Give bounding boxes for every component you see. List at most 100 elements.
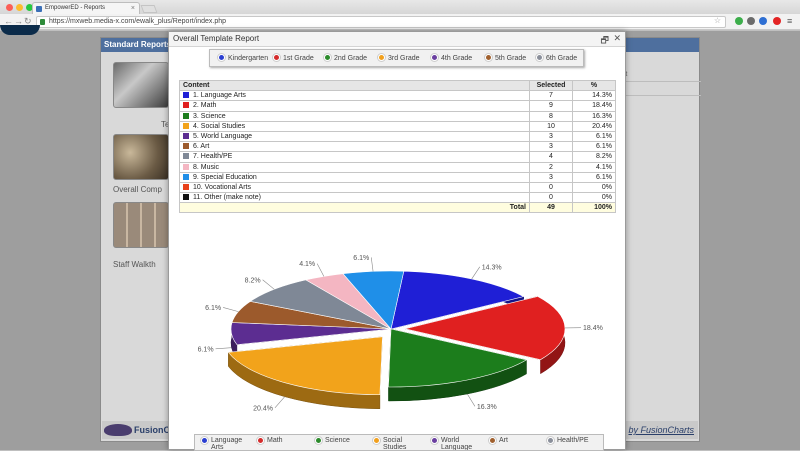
content-label: 11. Other (make note) xyxy=(193,194,261,201)
url-bar[interactable]: https://mxweb.media-x.com/ewalk_plus/Rep… xyxy=(36,16,726,28)
window-restore-icon[interactable]: 🗗 xyxy=(601,33,609,49)
legend-item-grade[interactable]: 6th Grade xyxy=(536,54,577,62)
close-icon[interactable]: ✕ xyxy=(613,33,621,44)
legend-pie-icon xyxy=(547,437,554,444)
color-swatch xyxy=(183,164,189,170)
pct-cell: 20.4% xyxy=(573,121,616,131)
menu-icon[interactable]: ≡ xyxy=(787,16,792,26)
pie-data-label: 6.1% xyxy=(353,255,369,262)
legend-label: 3rd Grade xyxy=(388,55,420,62)
legend-item-content[interactable]: Science xyxy=(315,437,361,445)
pct-cell: 16.3% xyxy=(573,111,616,121)
opera-icon[interactable] xyxy=(773,17,781,25)
pie-data-label: 18.4% xyxy=(583,325,603,332)
selected-cell: 0 xyxy=(530,193,573,203)
new-tab-button[interactable] xyxy=(141,5,158,13)
favicon-icon xyxy=(36,6,42,12)
legend-item-grade[interactable]: 5th Grade xyxy=(485,54,526,62)
pie-data-label: 8.2% xyxy=(245,277,261,284)
content-cell: 2. Math xyxy=(180,101,530,111)
fusioncharts-logo-icon xyxy=(104,424,132,436)
legend-label: Kindergarten xyxy=(228,55,268,62)
minimize-window-icon[interactable] xyxy=(16,4,23,11)
extension-icon[interactable] xyxy=(747,17,755,25)
legend-label: 5th Grade xyxy=(495,55,526,62)
content-label: 8. Music xyxy=(193,164,219,171)
content-cell: 1. Language Arts xyxy=(180,91,530,101)
pct-cell: 18.4% xyxy=(573,101,616,111)
right-cell xyxy=(623,82,701,96)
color-swatch xyxy=(183,133,189,139)
report-thumbnail[interactable] xyxy=(113,62,169,108)
browser-tab[interactable]: EmpowerED - Reports × xyxy=(32,2,140,14)
legend-item-content[interactable]: World Language xyxy=(431,437,477,451)
pct-cell: 8.2% xyxy=(573,152,616,162)
logo xyxy=(0,25,40,35)
legend-item-grade[interactable]: 4th Grade xyxy=(431,54,472,62)
lock-icon xyxy=(40,19,45,25)
right-cell: rt xyxy=(623,68,701,82)
color-swatch xyxy=(183,153,189,159)
extension-icon[interactable] xyxy=(735,17,743,25)
legend-pie-icon xyxy=(315,437,322,444)
legend-pie-icon xyxy=(273,54,280,61)
legend-item-grade[interactable]: Kindergarten xyxy=(218,54,268,62)
pie-label-line xyxy=(275,397,285,408)
color-swatch xyxy=(183,102,189,108)
legend-label: Art xyxy=(499,437,535,444)
report-thumbnail[interactable] xyxy=(113,134,169,180)
content-cell: 6. Art xyxy=(180,142,530,152)
report-thumbnail[interactable] xyxy=(113,202,169,248)
selected-cell: 0 xyxy=(530,182,573,192)
content-label: 4. Social Studies xyxy=(193,123,245,130)
legend-item-content[interactable]: Math xyxy=(257,437,303,445)
pie-data-label: 20.4% xyxy=(253,405,273,412)
col-pct: % xyxy=(573,81,616,91)
close-window-icon[interactable] xyxy=(6,4,13,11)
legend-label: Science xyxy=(325,437,361,444)
bookmark-star-icon[interactable]: ☆ xyxy=(714,16,721,26)
content-cell: 8. Music xyxy=(180,162,530,172)
content-label: 1. Language Arts xyxy=(193,92,246,99)
col-content: Content xyxy=(180,81,530,91)
content-label: 6. Art xyxy=(193,143,209,150)
pie-slice[interactable] xyxy=(228,337,382,395)
content-cell: 4. Social Studies xyxy=(180,121,530,131)
legend-item-content[interactable]: Language Arts xyxy=(201,437,247,451)
legend-item-grade[interactable]: 1st Grade xyxy=(273,54,314,62)
legend-item-content[interactable]: Social Studies xyxy=(373,437,419,451)
selected-cell: 10 xyxy=(530,121,573,131)
legend-item-grade[interactable]: 3rd Grade xyxy=(378,54,420,62)
total-pct: 100% xyxy=(573,203,616,213)
grade-legend: Kindergarten 1st Grade 2nd Grade 3rd Grade 4… xyxy=(209,49,584,67)
selected-cell: 8 xyxy=(530,111,573,121)
modal-title: Overall Template Report xyxy=(173,34,259,43)
pie-label-line xyxy=(467,394,475,406)
selected-cell: 4 xyxy=(530,152,573,162)
legend-label: 6th Grade xyxy=(546,55,577,62)
legend-pie-icon xyxy=(324,54,331,61)
content-cell: 9. Special Education xyxy=(180,172,530,182)
legend-pie-icon xyxy=(378,54,385,61)
modal-header: Overall Template Report 🗗 ✕ xyxy=(169,32,625,47)
pie-data-label: 14.3% xyxy=(482,264,502,271)
tab-title: EmpowerED - Reports xyxy=(45,5,105,11)
content-label: 5. World Language xyxy=(193,133,252,140)
legend-item-content[interactable]: Health/PE xyxy=(547,437,593,445)
legend-pie-icon xyxy=(373,437,380,444)
legend-item-content[interactable]: Art xyxy=(489,437,535,445)
pct-cell: 0% xyxy=(573,193,616,203)
legend-item-grade[interactable]: 2nd Grade xyxy=(324,54,367,62)
legend-label: Health/PE xyxy=(557,437,593,444)
extension-icon[interactable] xyxy=(759,17,767,25)
footer-right-text[interactable]: by FusionCharts xyxy=(628,425,694,435)
close-tab-icon[interactable]: × xyxy=(131,3,135,14)
